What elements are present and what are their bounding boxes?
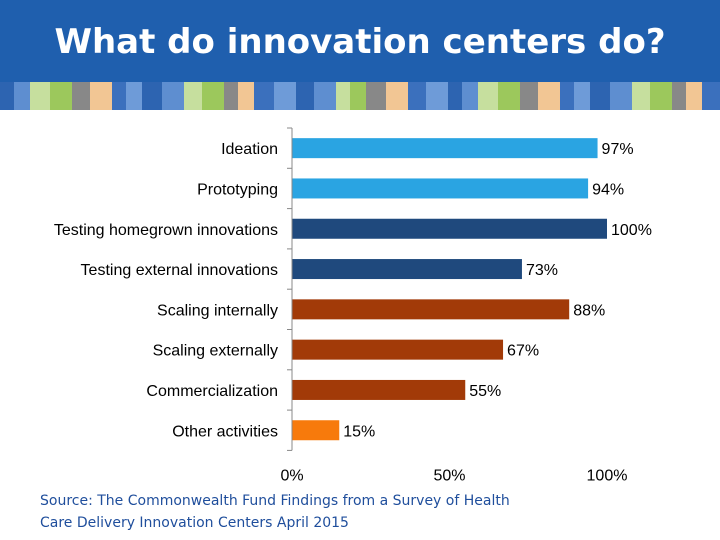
stripe-block [274, 82, 296, 110]
stripe-block [50, 82, 72, 110]
page-title: What do innovation centers do? [54, 22, 666, 62]
value-label: 55% [469, 383, 501, 400]
stripe-block [686, 82, 702, 110]
decorative-stripe [0, 82, 720, 110]
category-label: Scaling externally [153, 343, 278, 360]
stripe-block [296, 82, 314, 110]
x-tick-label: 100% [587, 467, 628, 484]
bar [292, 259, 522, 280]
value-label: 67% [507, 343, 539, 360]
category-label: Testing external innovations [81, 262, 278, 279]
stripe-block [462, 82, 478, 110]
stripe-block [498, 82, 520, 110]
stripe-block [126, 82, 142, 110]
stripe-block [366, 82, 386, 110]
value-label: 100% [611, 222, 652, 239]
stripe-block [184, 82, 202, 110]
bar [292, 218, 607, 239]
value-label: 94% [592, 181, 624, 198]
stripe-block [30, 82, 50, 110]
stripe-block [0, 82, 14, 110]
stripe-block [254, 82, 274, 110]
stripe-block [90, 82, 112, 110]
value-label: 73% [526, 262, 558, 279]
bar [292, 178, 589, 199]
stripe-block [238, 82, 254, 110]
stripe-block [632, 82, 650, 110]
stripe-block [520, 82, 538, 110]
stripe-block [478, 82, 498, 110]
stripe-block [672, 82, 686, 110]
stripe-block [112, 82, 126, 110]
value-label: 97% [602, 141, 634, 158]
stripe-block [336, 82, 350, 110]
title-bar: What do innovation centers do? [0, 0, 720, 82]
category-label: Commercialization [146, 383, 278, 400]
bar [292, 379, 466, 400]
x-tick-label: 0% [280, 467, 303, 484]
stripe-block [448, 82, 462, 110]
stripe-block [162, 82, 184, 110]
stripe-block [560, 82, 574, 110]
stripe-block [650, 82, 672, 110]
bar [292, 339, 504, 360]
bar [292, 138, 598, 159]
stripe-block [408, 82, 426, 110]
bar-chart: Ideation Prototyping Testing homegrown inn… [54, 127, 652, 484]
stripe-block [350, 82, 366, 110]
category-label: Ideation [221, 141, 278, 158]
bar [292, 420, 340, 441]
source-note: Source: The Commonwealth Fund Findings f… [40, 493, 510, 531]
stripe-block [590, 82, 610, 110]
value-label: 88% [573, 302, 605, 319]
category-label: Scaling internally [157, 302, 278, 319]
stripe-block [14, 82, 30, 110]
stripe-block [224, 82, 238, 110]
category-label: Other activities [172, 423, 278, 440]
stripe-block [386, 82, 408, 110]
stripe-block [314, 82, 336, 110]
stripe-block [426, 82, 448, 110]
stripe-block [142, 82, 162, 110]
stripe-block [538, 82, 560, 110]
x-tick-label: 50% [433, 467, 465, 484]
stripe-block [702, 82, 720, 110]
category-label: Testing homegrown innovations [54, 222, 278, 239]
value-label: 15% [343, 423, 375, 440]
category-label: Prototyping [197, 181, 278, 198]
stripe-block [72, 82, 90, 110]
stripe-block [610, 82, 632, 110]
stripe-block [202, 82, 224, 110]
stripe-block [574, 82, 590, 110]
bar [292, 299, 570, 320]
